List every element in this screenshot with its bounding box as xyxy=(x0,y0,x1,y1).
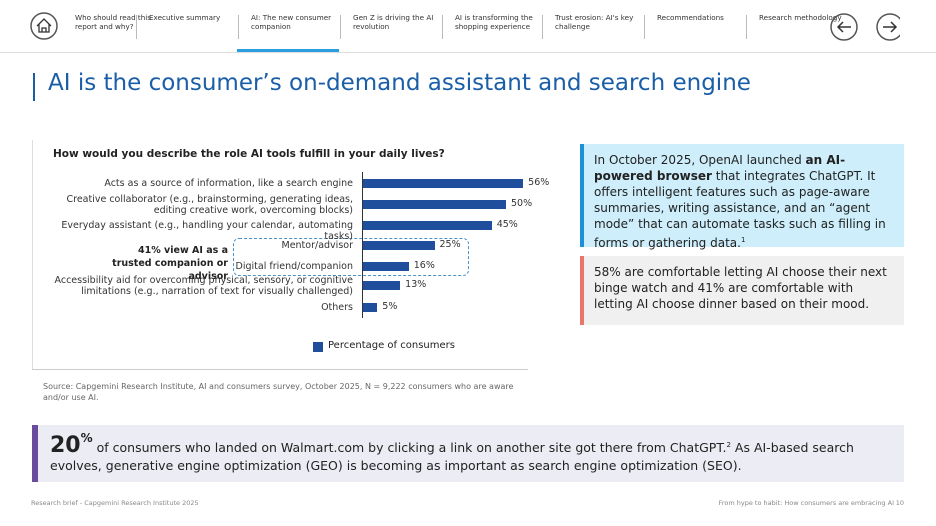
title-bar xyxy=(33,73,35,101)
nav-separator xyxy=(542,15,543,39)
text-segment: As AI-based search evolves, generative e… xyxy=(50,440,854,473)
value-label: 16% xyxy=(413,260,435,271)
text-segment: 2 xyxy=(726,440,731,449)
bar xyxy=(363,281,401,290)
category-label: Digital friend/companion xyxy=(235,261,353,272)
nav-arrows xyxy=(830,13,900,41)
footer-left: Research brief - Capgemini Research Inst… xyxy=(31,499,199,507)
text-segment: an AI-powered browser xyxy=(594,153,846,183)
page-number: 10 xyxy=(895,499,904,507)
nav-separator xyxy=(644,15,645,39)
nav-separator xyxy=(238,15,239,39)
footer-right: From hype to habit: How consumers are em… xyxy=(718,499,894,507)
annotation: 41% view AI as a trusted companion or ad… xyxy=(112,245,228,282)
value-label: 45% xyxy=(496,219,518,230)
home-button[interactable] xyxy=(30,11,60,41)
active-underline xyxy=(237,49,339,53)
nav-item[interactable]: Research methodology xyxy=(759,13,842,22)
category-label: Accessibility aid for overcoming physica… xyxy=(54,275,353,297)
text-segment: that integrates ChatGPT. It offers intel… xyxy=(594,169,886,250)
value-label: 56% xyxy=(528,177,550,188)
nav-separator xyxy=(746,15,747,39)
legend-swatch xyxy=(313,342,323,352)
nav-separator xyxy=(442,15,443,39)
bar xyxy=(363,179,524,188)
text-segment: In October 2025, OpenAI launched xyxy=(594,153,806,167)
category-label: Others xyxy=(321,302,353,313)
bar xyxy=(363,200,506,209)
nav-item[interactable]: Executive summary xyxy=(149,13,221,22)
value-label: 25% xyxy=(439,239,461,250)
nav-border xyxy=(0,52,936,53)
stat-unit: % xyxy=(80,431,93,445)
page-title: AI is the consumer’s on-demand assistant… xyxy=(48,70,751,96)
category-label: Mentor/advisor xyxy=(281,240,354,251)
chart-title: How would you describe the role AI tools… xyxy=(53,148,445,160)
category-label: Acts as a source of information, like a … xyxy=(104,178,353,189)
bar xyxy=(363,221,492,230)
nav-item[interactable]: AI is transforming the shopping experien… xyxy=(455,13,533,31)
chart-bottom-border xyxy=(32,369,528,370)
callout: 58% are comfortable letting AI choose th… xyxy=(580,256,904,325)
axis-line xyxy=(362,172,363,318)
nav-separator xyxy=(340,15,341,39)
nav-item[interactable]: Trust erosion: AI's key challenge xyxy=(555,13,634,31)
category-label: Everyday assistant (e.g., handling your … xyxy=(61,220,353,242)
nav-separator xyxy=(136,15,137,39)
bar xyxy=(363,241,435,250)
category-label: Creative collaborator (e.g., brainstormi… xyxy=(66,194,353,216)
text-segment: 58% are comfortable letting AI choose th… xyxy=(594,265,887,311)
nav-item[interactable]: Recommendations xyxy=(657,13,724,22)
annotation-box xyxy=(233,238,469,276)
value-label: 13% xyxy=(405,279,427,290)
source: Source: Capgemini Research Institute, AI… xyxy=(43,382,514,402)
nav-item[interactable]: AI: The new consumer companion xyxy=(251,13,332,31)
bar xyxy=(363,303,378,312)
banner: 20% of consumers who landed on Walmart.c… xyxy=(32,425,904,482)
nav-item[interactable]: Gen Z is driving the AI revolution xyxy=(353,13,434,31)
text-segment: of consumers who landed on Walmart.com b… xyxy=(92,440,727,455)
stat: 20 xyxy=(50,433,81,458)
value-label: 5% xyxy=(382,301,398,312)
bar xyxy=(363,262,409,271)
text-segment: 1 xyxy=(740,236,746,244)
nav-item[interactable]: Who should read this report and why? xyxy=(75,13,152,31)
chart-left-border xyxy=(32,140,33,370)
callout: In October 2025, OpenAI launched an AI-p… xyxy=(580,144,904,250)
legend-label: Percentage of consumers xyxy=(328,340,455,351)
value-label: 50% xyxy=(511,198,533,209)
prev-button[interactable] xyxy=(830,13,858,41)
next-button[interactable] xyxy=(876,13,900,41)
